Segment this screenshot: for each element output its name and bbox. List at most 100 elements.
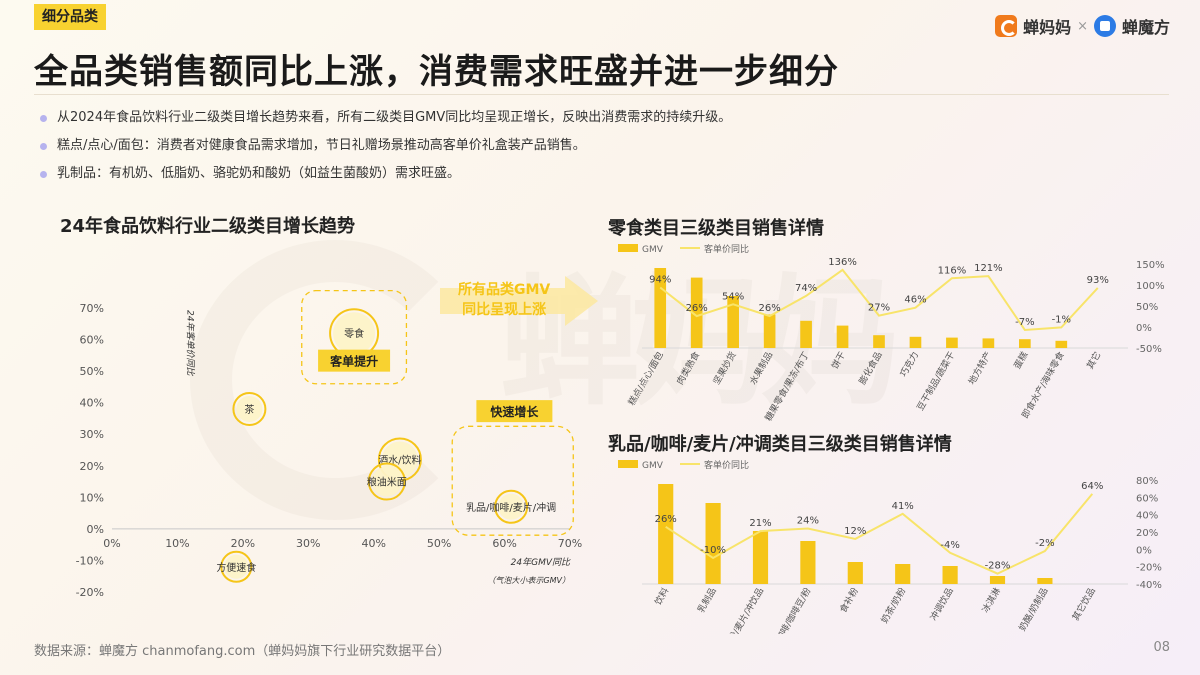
- gmv-bar: [982, 338, 995, 348]
- page-title: 全品类销售额同比上涨，消费需求旺盛并进一步细分: [34, 52, 839, 92]
- header-divider: [34, 94, 1169, 95]
- x-tick-label: 地方特产: [966, 350, 994, 387]
- gmv-bar: [763, 314, 776, 348]
- gmv-bar: [1055, 340, 1068, 348]
- line-data-label: 74%: [795, 283, 817, 294]
- bullet-item: 糕点/点心/面包：消费者对健康食品需求增加，节日礼赠场景推动高客单价礼盒装产品销…: [40, 132, 731, 160]
- growth-callout-line1: 所有品类GMV: [458, 282, 551, 298]
- y-tick-label: 20%: [80, 460, 104, 473]
- right-y-tick-label: 0%: [1136, 545, 1152, 556]
- gmv-bar: [873, 335, 885, 348]
- x-tick-label: 其它: [1084, 350, 1103, 372]
- y-tick-label: -20%: [76, 586, 104, 599]
- line-data-label: -10%: [700, 545, 726, 556]
- bullet-text: 从2024年食品饮料行业二级类目增长趋势来看，所有二级类目GMV同比均呈现正增长…: [57, 110, 732, 125]
- right-y-tick-label: 100%: [1136, 281, 1165, 292]
- aov-yoy-line: [659, 268, 1099, 331]
- legend-gmv-label: GMV: [642, 245, 664, 255]
- right-y-tick-label: 0%: [1136, 323, 1152, 334]
- x-tick-label: 0%: [103, 537, 120, 550]
- annotation-tag-premium: [318, 349, 391, 372]
- bullet-text: 糕点/点心/面包：消费者对健康食品需求增加，节日礼赠场景推动高客单价礼盒装产品销…: [57, 138, 586, 153]
- gmv-bar: [705, 503, 721, 584]
- growth-callout: 所有品类GMV 同比呈现上涨: [458, 280, 550, 320]
- x-tick-label: 30%: [296, 537, 320, 550]
- bubble-ring: [494, 489, 529, 524]
- gmv-bar: [895, 564, 911, 584]
- snack-bar-chart: GMV 客单价同比 -50% 0% 50% 100% 150% 糕点/点心/面包 肉类熟食 坚果炒…: [618, 243, 1165, 423]
- y-tick-label: 10%: [80, 491, 104, 504]
- gmv-bar: [942, 566, 958, 584]
- brand-b-name: 蝉魔方: [1121, 18, 1170, 37]
- bubble-size-note: （气泡大小表示GMV）: [487, 576, 570, 585]
- gmv-bar: [658, 484, 674, 584]
- y-tick-label: 60%: [80, 334, 104, 347]
- dairy-chart-title: 乳品/咖啡/麦片/冲调类目三级类目销售详情: [608, 434, 952, 455]
- line-data-label: -28%: [985, 561, 1011, 572]
- x-tick-label: 饼干: [829, 350, 848, 372]
- bubble-label: 乳品/咖啡/麦片/冲调: [466, 501, 556, 514]
- bullet-item: 从2024年食品饮料行业二级类目增长趋势来看，所有二级类目GMV同比均呈现正增长…: [40, 104, 731, 132]
- scatter-chart: 0% 10% 20% 30% 40% 50% 60% 70% -20% -10% 0% 10% 20% 3…: [76, 290, 582, 599]
- brand-a-name: 蝉妈妈: [1023, 18, 1072, 37]
- y-tick-label: 50%: [80, 365, 104, 378]
- x-tick-label: 50%: [427, 537, 451, 550]
- bubble: [236, 395, 263, 422]
- line-data-label: 12%: [844, 526, 866, 537]
- x-tick-label: 巧克力: [897, 350, 921, 379]
- x-tick-label: 奶茶/奶粉: [878, 586, 908, 626]
- right-y-tick-label: -20%: [1136, 563, 1162, 574]
- gmv-bar: [1019, 339, 1031, 348]
- growth-callout-line2: 同比呈现上涨: [462, 302, 547, 318]
- line-data-label: 21%: [749, 518, 771, 529]
- x-tick-label: 冰淇淋: [979, 586, 1003, 615]
- line-data-label: 116%: [938, 265, 967, 276]
- annotation-text-growth: 快速增长: [490, 404, 539, 419]
- x-tick-label: 70%: [558, 537, 582, 550]
- x-tick-label: 饮料: [652, 586, 671, 608]
- legend-line-label: 客单价同比: [704, 243, 749, 255]
- y-tick-label: 40%: [80, 397, 104, 410]
- x-tick-label: 10%: [165, 537, 189, 550]
- gmv-bar: [1037, 578, 1053, 584]
- gmv-bar: [989, 576, 1006, 584]
- chanmama-logo-icon: [995, 15, 1018, 37]
- bubble-ring: [220, 550, 253, 583]
- annotation-text-premium: 客单提升: [329, 354, 378, 369]
- y-tick-label: 70%: [80, 302, 104, 315]
- line-data-label: 41%: [892, 501, 914, 512]
- line-data-label: -4%: [940, 540, 959, 551]
- x-tick-label: 乳制品: [695, 586, 719, 615]
- x-tick-label: 奶酪/奶制品: [1016, 586, 1050, 634]
- bubble-label: 茶: [244, 403, 254, 416]
- bullet-dot-icon: [40, 170, 47, 178]
- line-data-label: 46%: [904, 295, 926, 306]
- gmv-bar: [752, 531, 769, 584]
- gmv-bar: [909, 336, 922, 348]
- bullet-item: 乳制品：有机奶、低脂奶、骆驼奶和酸奶（如益生菌酸奶）需求旺盛。: [40, 160, 731, 188]
- right-y-tick-label: 150%: [1136, 260, 1165, 271]
- x-tick-label: 藕粉/麦片/冲饮品: [721, 586, 766, 635]
- bullet-dot-icon: [40, 142, 47, 150]
- brand-logos: 蝉妈妈 × 蝉魔方: [995, 14, 1170, 38]
- line-data-label: 27%: [868, 303, 890, 314]
- bubble-label: 粮油米面: [367, 476, 407, 489]
- bubble-label: 零食: [344, 327, 364, 340]
- data-source: 数据来源：蝉魔方 chanmofang.com（蝉妈妈旗下行业研究数据平台）: [34, 644, 451, 659]
- line-data-label: -1%: [1052, 314, 1071, 325]
- legend-gmv-label: GMV: [642, 461, 664, 471]
- y-tick-label: -10%: [76, 554, 104, 567]
- y-tick-label: 0%: [87, 523, 104, 536]
- gmv-bar: [690, 277, 703, 348]
- y-tick-label: 30%: [80, 428, 104, 441]
- legend-gmv-swatch: [618, 244, 638, 252]
- x-tick-label: 60%: [492, 537, 516, 550]
- line-data-label: 26%: [686, 303, 708, 314]
- gmv-bar: [847, 562, 863, 584]
- gmv-bar: [654, 268, 667, 348]
- gmv-bar: [836, 325, 849, 348]
- gmv-bar: [727, 296, 739, 348]
- bubble: [333, 312, 376, 355]
- gmv-bar: [800, 541, 816, 584]
- x-tick-label: 豆干制品/蔬菜干: [914, 350, 957, 413]
